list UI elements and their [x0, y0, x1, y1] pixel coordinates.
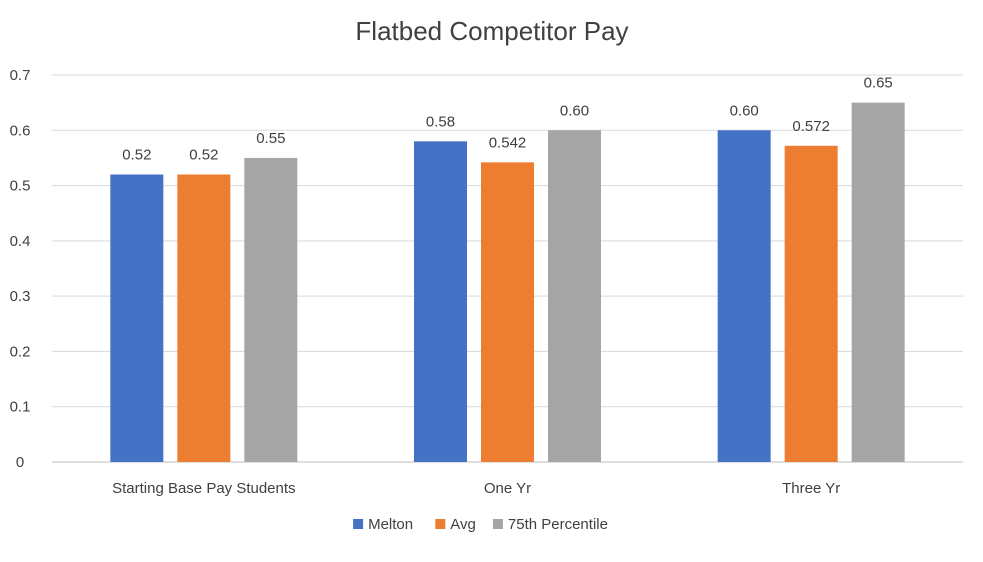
data-label: 0.542: [489, 134, 527, 151]
bar: [481, 162, 534, 462]
data-label: 0.60: [560, 102, 589, 119]
legend-label: Avg: [450, 516, 476, 533]
data-label: 0.572: [792, 118, 830, 135]
y-tick-label: 0.5: [10, 178, 31, 195]
bar: [177, 174, 231, 462]
legend-label: 75th Percentile: [508, 516, 608, 533]
y-tick-label: 0.7: [10, 67, 31, 84]
y-tick-label: 0.2: [10, 343, 31, 360]
legend-swatch: [435, 519, 446, 529]
x-category-label: Three Yr: [782, 480, 840, 497]
x-axis-categories: Starting Base Pay Students One Yr Three Yr: [112, 480, 840, 497]
legend: Melton Avg 75th Percentile: [353, 516, 608, 533]
data-label: 0.58: [426, 113, 455, 130]
bar: [717, 130, 771, 463]
legend-item: Melton: [353, 516, 413, 533]
legend-label: Melton: [368, 516, 413, 533]
legend-swatch: [353, 519, 364, 529]
data-label: 0.65: [864, 75, 893, 92]
bars: [110, 102, 905, 463]
data-label: 0.55: [256, 130, 285, 147]
y-tick-label: 0: [16, 454, 24, 471]
legend-item: Avg: [435, 516, 476, 533]
bar: [244, 157, 298, 462]
data-label: 0.52: [189, 147, 218, 164]
data-label: 0.52: [122, 147, 151, 164]
y-tick-label: 0.4: [10, 233, 31, 250]
legend-item: 75th Percentile: [492, 516, 608, 533]
x-category-label: Starting Base Pay Students: [112, 480, 295, 497]
y-tick-label: 0.6: [10, 122, 31, 139]
bar: [851, 102, 905, 463]
data-labels: 0.52 0.52 0.55 0.58 0.542 0.60 0.60 0.572 0.65: [122, 75, 893, 164]
data-label: 0.60: [730, 102, 759, 119]
y-tick-label: 0.3: [10, 288, 31, 305]
y-axis-ticks: 0 0.1 0.2 0.3 0.4 0.5 0.6 0.7: [10, 67, 31, 471]
legend-swatch: [492, 519, 503, 529]
bar: [548, 130, 601, 463]
x-category-label: One Yr: [484, 480, 531, 497]
bar: [414, 141, 467, 463]
bar: [110, 174, 164, 462]
chart-title: Flatbed Competitor Pay: [355, 16, 628, 46]
bar: [784, 145, 838, 462]
y-tick-label: 0.1: [10, 399, 31, 416]
